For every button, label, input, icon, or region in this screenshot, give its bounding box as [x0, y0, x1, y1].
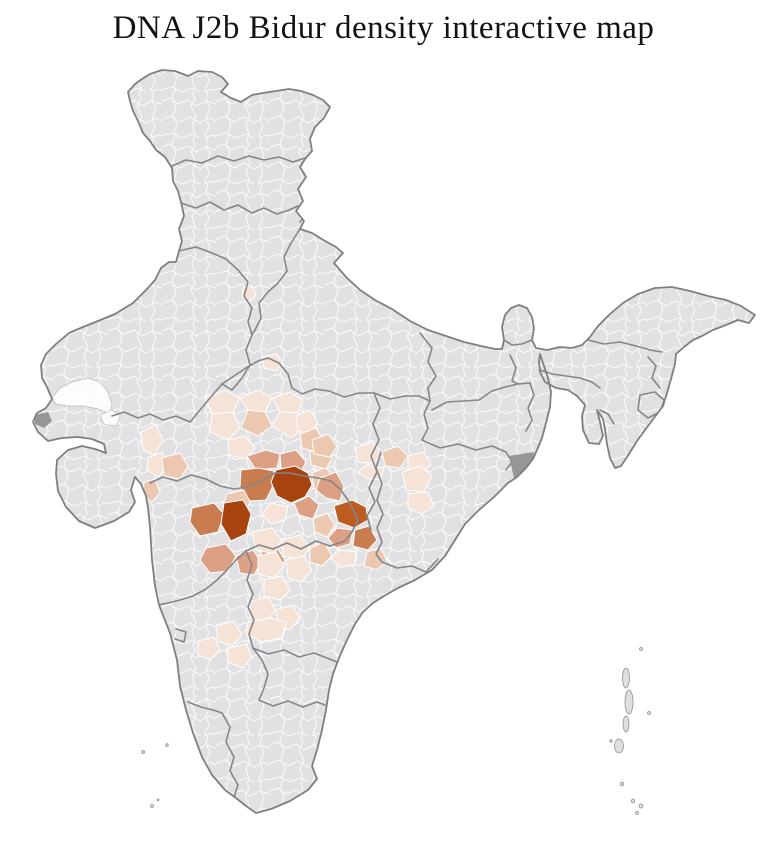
district-v3[interactable] — [257, 551, 285, 579]
district-r2[interactable] — [381, 445, 409, 469]
district-a3[interactable] — [271, 391, 304, 414]
andaman-island-south[interactable] — [622, 715, 630, 733]
little-andaman-island[interactable] — [614, 738, 624, 754]
rann-of-kutch — [51, 377, 113, 415]
island-dot — [165, 743, 169, 747]
island-dot — [630, 798, 636, 804]
island-dot — [609, 739, 613, 743]
district-f2[interactable] — [401, 465, 433, 493]
island-dot — [619, 781, 625, 787]
district-a5[interactable] — [240, 409, 273, 437]
island-dot — [156, 798, 160, 802]
district-t1[interactable] — [249, 596, 277, 623]
andaman-island-middle[interactable] — [624, 689, 634, 715]
district-v4[interactable] — [285, 555, 313, 583]
district-t3[interactable] — [245, 617, 287, 643]
andaman-nicobar-islands[interactable] — [609, 647, 651, 815]
district-a4[interactable] — [209, 411, 241, 441]
kutch-tip-marsh — [35, 412, 52, 428]
district-g1[interactable] — [140, 424, 164, 456]
map-title: DNA J2b Bidur density interactive map — [112, 10, 655, 46]
island-dot — [647, 711, 651, 715]
district-a12[interactable] — [295, 409, 319, 435]
district-b2[interactable] — [220, 499, 252, 542]
district-c2[interactable] — [279, 449, 307, 474]
island-dot — [638, 803, 644, 809]
district-e6[interactable] — [330, 549, 358, 568]
little-rann — [99, 409, 121, 427]
district-c10[interactable] — [261, 502, 289, 525]
district-c8[interactable] — [293, 495, 320, 520]
island-dot — [141, 750, 145, 754]
district-e4[interactable] — [327, 527, 354, 549]
island-dot — [635, 811, 639, 815]
district-b1[interactable] — [189, 502, 225, 537]
island-dot — [150, 804, 154, 808]
district-k3[interactable] — [197, 636, 221, 661]
district-c9[interactable] — [312, 512, 336, 538]
island-dot — [639, 647, 643, 651]
district-k2[interactable] — [227, 643, 253, 669]
state-borders — [111, 155, 665, 806]
district-b3[interactable] — [199, 543, 237, 574]
lakshadweep-islands — [141, 743, 169, 808]
district-n1[interactable] — [161, 452, 189, 480]
choropleth-districts — [140, 285, 435, 669]
district-e5[interactable] — [352, 525, 378, 551]
district-k1[interactable] — [215, 620, 243, 647]
district-c1[interactable] — [246, 449, 281, 471]
district-v5[interactable] — [263, 575, 291, 601]
andaman-island-north[interactable] — [622, 667, 630, 689]
district-c3[interactable] — [239, 467, 275, 502]
district-a2[interactable] — [239, 389, 273, 413]
district-c12[interactable] — [311, 433, 338, 458]
district-mesh — [33, 70, 755, 813]
district-a1[interactable] — [204, 389, 241, 415]
district-f3[interactable] — [407, 491, 435, 515]
india-outline — [32, 69, 756, 814]
district-a7[interactable] — [227, 435, 256, 460]
